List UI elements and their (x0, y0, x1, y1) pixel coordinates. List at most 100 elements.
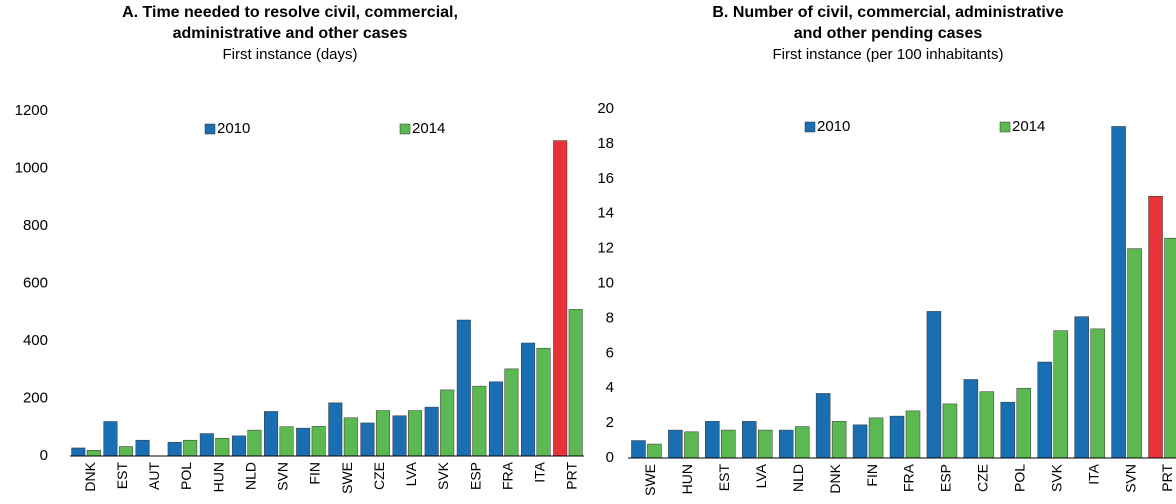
bar (247, 429, 262, 457)
bar (296, 427, 311, 457)
bar (852, 424, 868, 459)
bar (199, 433, 214, 457)
bar (721, 429, 736, 459)
x-tick-label: CZE (975, 464, 991, 492)
chart-subtitle: First instance (per 100 inhabitants) (773, 46, 1004, 63)
x-tick-label: FIN (307, 462, 323, 485)
y-tick-label: 2 (606, 414, 614, 431)
x-tick-label: ESP (938, 464, 954, 492)
x-tick-label: ITA (532, 461, 548, 482)
y-tick-label: 12 (597, 240, 614, 257)
x-tick-label: SVK (1048, 463, 1064, 492)
bar (778, 429, 794, 459)
chart-title: B. Number of civil, commercial, administ… (712, 4, 1063, 21)
x-tick-label: HUN (210, 462, 226, 492)
bar (504, 368, 519, 457)
bar (311, 426, 326, 457)
x-tick-label: EST (114, 462, 130, 490)
bar (521, 342, 536, 457)
bar (942, 403, 958, 459)
bar (926, 311, 942, 459)
x-tick-label: NLD (790, 464, 806, 492)
bar (831, 421, 847, 459)
bar (375, 410, 390, 457)
y-tick-label: 10 (597, 274, 614, 291)
legend-swatch (804, 121, 816, 133)
bar (183, 439, 198, 457)
x-tick-label: FRA (901, 463, 917, 492)
x-tick-label: NLD (242, 462, 258, 490)
legend-label: 2014 (412, 120, 445, 137)
bar (668, 429, 683, 459)
y-tick-label: 20 (597, 100, 614, 117)
bar (279, 426, 294, 457)
x-tick-label: CZE (371, 462, 387, 490)
bar (392, 415, 407, 457)
bar (1000, 401, 1016, 459)
x-tick-label: SWE (339, 462, 355, 494)
bar (1016, 387, 1032, 459)
x-tick-label: SVN (1122, 464, 1138, 493)
legend-swatch (999, 121, 1011, 133)
y-tick-label: 14 (597, 205, 614, 222)
bar (1037, 361, 1052, 459)
y-tick-label: 400 (23, 332, 48, 349)
y-tick-label: 800 (23, 217, 48, 234)
bar (215, 437, 230, 457)
x-tick-label: FRA (499, 461, 515, 490)
bar (103, 421, 118, 457)
y-tick-label: 200 (23, 389, 48, 406)
bar (868, 417, 884, 459)
bar (705, 421, 720, 459)
bar (684, 431, 699, 459)
bar (118, 446, 133, 457)
chart-title: and other pending cases (794, 25, 983, 42)
bar (1111, 126, 1126, 459)
bar (167, 441, 182, 457)
bar (568, 309, 583, 457)
chart-title: A. Time needed to resolve civil, commerc… (122, 4, 458, 21)
bar (1074, 316, 1089, 459)
y-tick-label: 8 (606, 309, 614, 326)
x-tick-label: POL (1012, 464, 1028, 492)
chart-title: administrative and other cases (173, 25, 408, 42)
bar (979, 391, 995, 459)
x-tick-label: LVA (753, 463, 769, 488)
x-tick-label: PRT (1159, 464, 1175, 492)
y-tick-label: 600 (23, 274, 48, 291)
bar (889, 415, 905, 459)
x-tick-label: PRT (564, 462, 580, 490)
x-tick-label: SWE (642, 464, 658, 496)
bar (456, 319, 471, 457)
bar (905, 410, 921, 459)
bar (231, 435, 246, 457)
x-tick-label: DNK (827, 463, 843, 493)
bar (360, 422, 375, 457)
bar (794, 426, 810, 459)
legend-label: 2010 (817, 118, 850, 135)
bar (472, 385, 487, 457)
bar (488, 381, 503, 457)
bar (86, 450, 101, 457)
x-tick-label: LVA (403, 461, 419, 486)
y-tick-label: 0 (40, 447, 48, 464)
bar (1053, 330, 1068, 459)
bar (264, 411, 279, 457)
bar (963, 379, 979, 459)
y-tick-label: 16 (597, 170, 614, 187)
x-tick-label: SVN (275, 462, 291, 491)
x-tick-label: SVK (435, 461, 451, 490)
bar (1127, 248, 1142, 459)
bar (424, 406, 439, 457)
bar (647, 443, 662, 459)
y-tick-label: 1200 (15, 102, 48, 119)
bar (343, 417, 358, 457)
x-tick-label: FIN (864, 464, 880, 487)
bar (1090, 328, 1105, 459)
bar (135, 439, 150, 457)
y-tick-label: 4 (606, 379, 614, 396)
x-tick-label: ITA (1085, 463, 1101, 484)
y-tick-label: 18 (597, 135, 614, 152)
x-tick-label: EST (716, 464, 732, 492)
